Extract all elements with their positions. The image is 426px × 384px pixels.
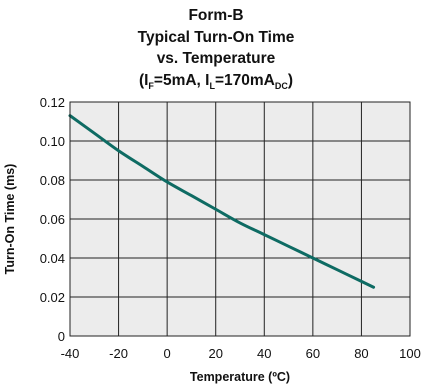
y-tick-label: 0.04 bbox=[40, 251, 65, 266]
x-tick-label: 0 bbox=[164, 346, 171, 361]
y-tick-label: 0.06 bbox=[40, 212, 65, 227]
x-tick-label: 60 bbox=[306, 346, 320, 361]
grid bbox=[70, 102, 410, 336]
chart-title: Form-B Typical Turn-On Time vs. Temperat… bbox=[138, 7, 295, 91]
title-condition-sub-dc: DC bbox=[275, 81, 288, 91]
title-condition-sub-f: F bbox=[148, 81, 154, 91]
y-axis-label: Turn-On Time (ms) bbox=[3, 164, 17, 275]
title-line-2: Typical Turn-On Time bbox=[138, 29, 295, 46]
title-line-4: (IF=5mA, IL=170mADC) bbox=[139, 72, 293, 91]
y-tick-label: 0.12 bbox=[40, 95, 65, 110]
y-tick-label: 0 bbox=[58, 329, 65, 344]
title-condition-sub-l: L bbox=[209, 81, 215, 91]
x-tick-label: 20 bbox=[208, 346, 222, 361]
y-tick-label: 0.10 bbox=[40, 134, 65, 149]
turn-on-time-line bbox=[68, 114, 376, 289]
tick-labels: -40 -20 0 20 40 60 80 100 0 0.02 0.04 0.06 0.08 0.10 0… bbox=[40, 95, 421, 361]
plot-frame bbox=[69, 101, 411, 337]
title-line-3: vs. Temperature bbox=[157, 50, 276, 67]
title-condition-open: (I bbox=[139, 72, 148, 89]
title-condition-mid-2: =170mA bbox=[215, 72, 275, 89]
y-tick-label: 0.08 bbox=[40, 173, 65, 188]
title-line-1: Form-B bbox=[188, 7, 243, 24]
x-tick-label: 80 bbox=[354, 346, 368, 361]
x-tick-label: 100 bbox=[399, 346, 421, 361]
x-tick-label: 40 bbox=[257, 346, 271, 361]
y-tick-label: 0.02 bbox=[40, 290, 65, 305]
x-axis-label: Temperature (ºC) bbox=[190, 370, 290, 384]
x-tick-label: -20 bbox=[109, 346, 128, 361]
series-layer bbox=[68, 114, 376, 289]
x-tick-label: -40 bbox=[61, 346, 80, 361]
title-condition-close: ) bbox=[288, 72, 293, 89]
title-condition-mid-1: =5mA, I bbox=[154, 72, 210, 89]
